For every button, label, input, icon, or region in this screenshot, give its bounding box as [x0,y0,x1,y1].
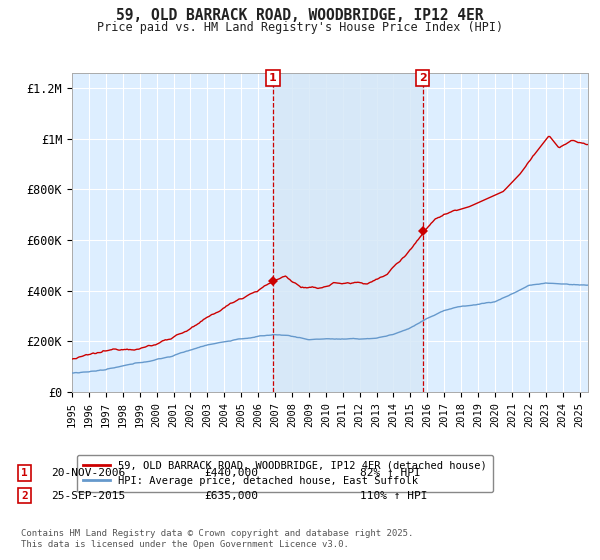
Text: 1: 1 [21,468,28,478]
Text: 2: 2 [419,73,427,83]
Text: £635,000: £635,000 [204,491,258,501]
Text: 20-NOV-2006: 20-NOV-2006 [51,468,125,478]
Text: 25-SEP-2015: 25-SEP-2015 [51,491,125,501]
Bar [273,73,422,392]
Text: £440,000: £440,000 [204,468,258,478]
Legend: 59, OLD BARRACK ROAD, WOODBRIDGE, IP12 4ER (detached house), HPI: Average price,: 59, OLD BARRACK ROAD, WOODBRIDGE, IP12 4… [77,455,493,492]
Text: Price paid vs. HM Land Registry's House Price Index (HPI): Price paid vs. HM Land Registry's House … [97,21,503,34]
Text: 2: 2 [21,491,28,501]
Text: 59, OLD BARRACK ROAD, WOODBRIDGE, IP12 4ER: 59, OLD BARRACK ROAD, WOODBRIDGE, IP12 4… [116,8,484,24]
Text: 82% ↑ HPI: 82% ↑ HPI [360,468,421,478]
Text: 110% ↑ HPI: 110% ↑ HPI [360,491,427,501]
Text: Contains HM Land Registry data © Crown copyright and database right 2025.
This d: Contains HM Land Registry data © Crown c… [21,529,413,549]
Text: 1: 1 [269,73,277,83]
